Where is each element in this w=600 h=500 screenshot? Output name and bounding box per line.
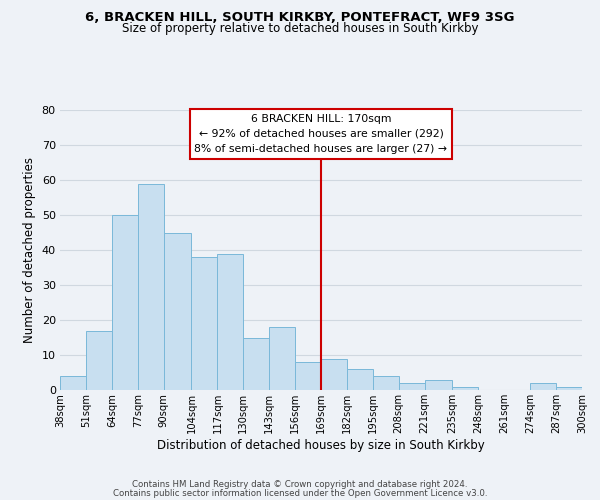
Text: Contains public sector information licensed under the Open Government Licence v3: Contains public sector information licen… xyxy=(113,489,487,498)
Text: 6, BRACKEN HILL, SOUTH KIRKBY, PONTEFRACT, WF9 3SG: 6, BRACKEN HILL, SOUTH KIRKBY, PONTEFRAC… xyxy=(85,11,515,24)
Bar xyxy=(112,215,138,390)
X-axis label: Distribution of detached houses by size in South Kirkby: Distribution of detached houses by size … xyxy=(157,438,485,452)
Bar xyxy=(452,386,478,390)
Bar xyxy=(86,330,112,390)
Bar xyxy=(425,380,452,390)
Bar xyxy=(556,386,582,390)
Bar xyxy=(60,376,86,390)
Bar xyxy=(321,358,347,390)
Text: Size of property relative to detached houses in South Kirkby: Size of property relative to detached ho… xyxy=(122,22,478,35)
Bar xyxy=(530,383,556,390)
Bar xyxy=(217,254,243,390)
Bar xyxy=(191,257,217,390)
Text: Contains HM Land Registry data © Crown copyright and database right 2024.: Contains HM Land Registry data © Crown c… xyxy=(132,480,468,489)
Bar xyxy=(243,338,269,390)
Bar xyxy=(138,184,164,390)
Bar xyxy=(373,376,399,390)
Bar xyxy=(295,362,321,390)
Bar xyxy=(269,327,295,390)
Text: 6 BRACKEN HILL: 170sqm
← 92% of detached houses are smaller (292)
8% of semi-det: 6 BRACKEN HILL: 170sqm ← 92% of detached… xyxy=(194,114,448,154)
Bar xyxy=(347,369,373,390)
Bar xyxy=(164,232,191,390)
Bar xyxy=(399,383,425,390)
Y-axis label: Number of detached properties: Number of detached properties xyxy=(23,157,36,343)
